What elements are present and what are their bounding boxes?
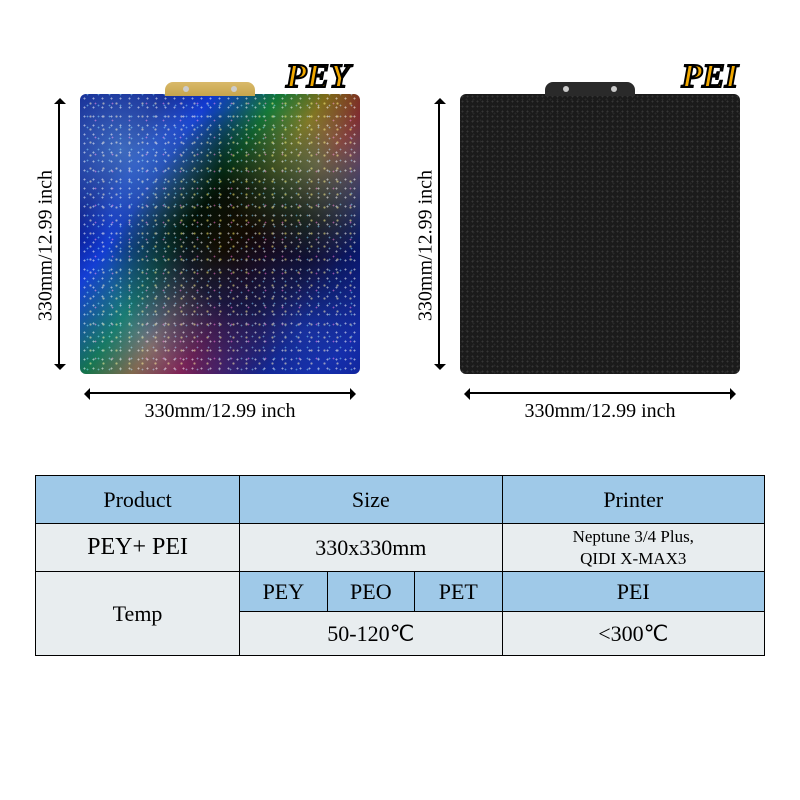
cell-mat-pei: PEI — [502, 572, 764, 612]
dimension-horizontal-pei: 330mm/12.99 inch — [460, 382, 740, 422]
cell-temp-high: <300℃ — [502, 612, 764, 656]
cell-mat-pet: PET — [415, 572, 502, 612]
plate-group-pei: PEI 330mm/12.99 inch 330mm/12.99 inch — [410, 60, 770, 440]
spec-header-row: Product Size Printer — [36, 476, 765, 524]
plates-row: PEY 330mm/12.99 inch 330mm/12.99 inch PE… — [30, 60, 770, 440]
dimension-vertical-pey: 330mm/12.99 inch — [36, 94, 76, 374]
spec-materials-header: Temp PEY PEO PET PEI — [36, 572, 765, 612]
cell-temp-low: 50-120℃ — [240, 612, 502, 656]
header-product: Product — [36, 476, 240, 524]
header-size: Size — [240, 476, 502, 524]
plate-surface-pey — [80, 94, 360, 374]
dimension-width-label: 330mm/12.99 inch — [80, 400, 360, 423]
printer-line1: Neptune 3/4 Plus, — [573, 527, 694, 546]
dimension-width-label: 330mm/12.99 inch — [460, 400, 740, 423]
plate-tab-pei — [545, 82, 635, 96]
cell-product: PEY+ PEI — [36, 524, 240, 572]
cell-size: 330x330mm — [240, 524, 502, 572]
plate-label-pei: PEI — [681, 58, 738, 96]
cell-mat-peo: PEO — [327, 572, 414, 612]
dimension-horizontal-pey: 330mm/12.99 inch — [80, 382, 360, 422]
dimension-height-label: 330mm/12.99 inch — [415, 146, 438, 346]
cell-mat-pey: PEY — [240, 572, 327, 612]
header-printer: Printer — [502, 476, 764, 524]
plate-group-pey: PEY 330mm/12.99 inch 330mm/12.99 inch — [30, 60, 390, 440]
spec-values-row: PEY+ PEI 330x330mm Neptune 3/4 Plus, QID… — [36, 524, 765, 572]
plate-surface-pei — [460, 94, 740, 374]
cell-printer: Neptune 3/4 Plus, QIDI X-MAX3 — [502, 524, 764, 572]
spec-table: Product Size Printer PEY+ PEI 330x330mm … — [35, 475, 765, 656]
dimension-height-label: 330mm/12.99 inch — [35, 146, 58, 346]
plate-label-pey: PEY — [286, 58, 350, 96]
printer-line2: QIDI X-MAX3 — [580, 549, 686, 568]
cell-temp-label: Temp — [36, 572, 240, 656]
plate-tab-pey — [165, 82, 255, 96]
dimension-vertical-pei: 330mm/12.99 inch — [416, 94, 456, 374]
